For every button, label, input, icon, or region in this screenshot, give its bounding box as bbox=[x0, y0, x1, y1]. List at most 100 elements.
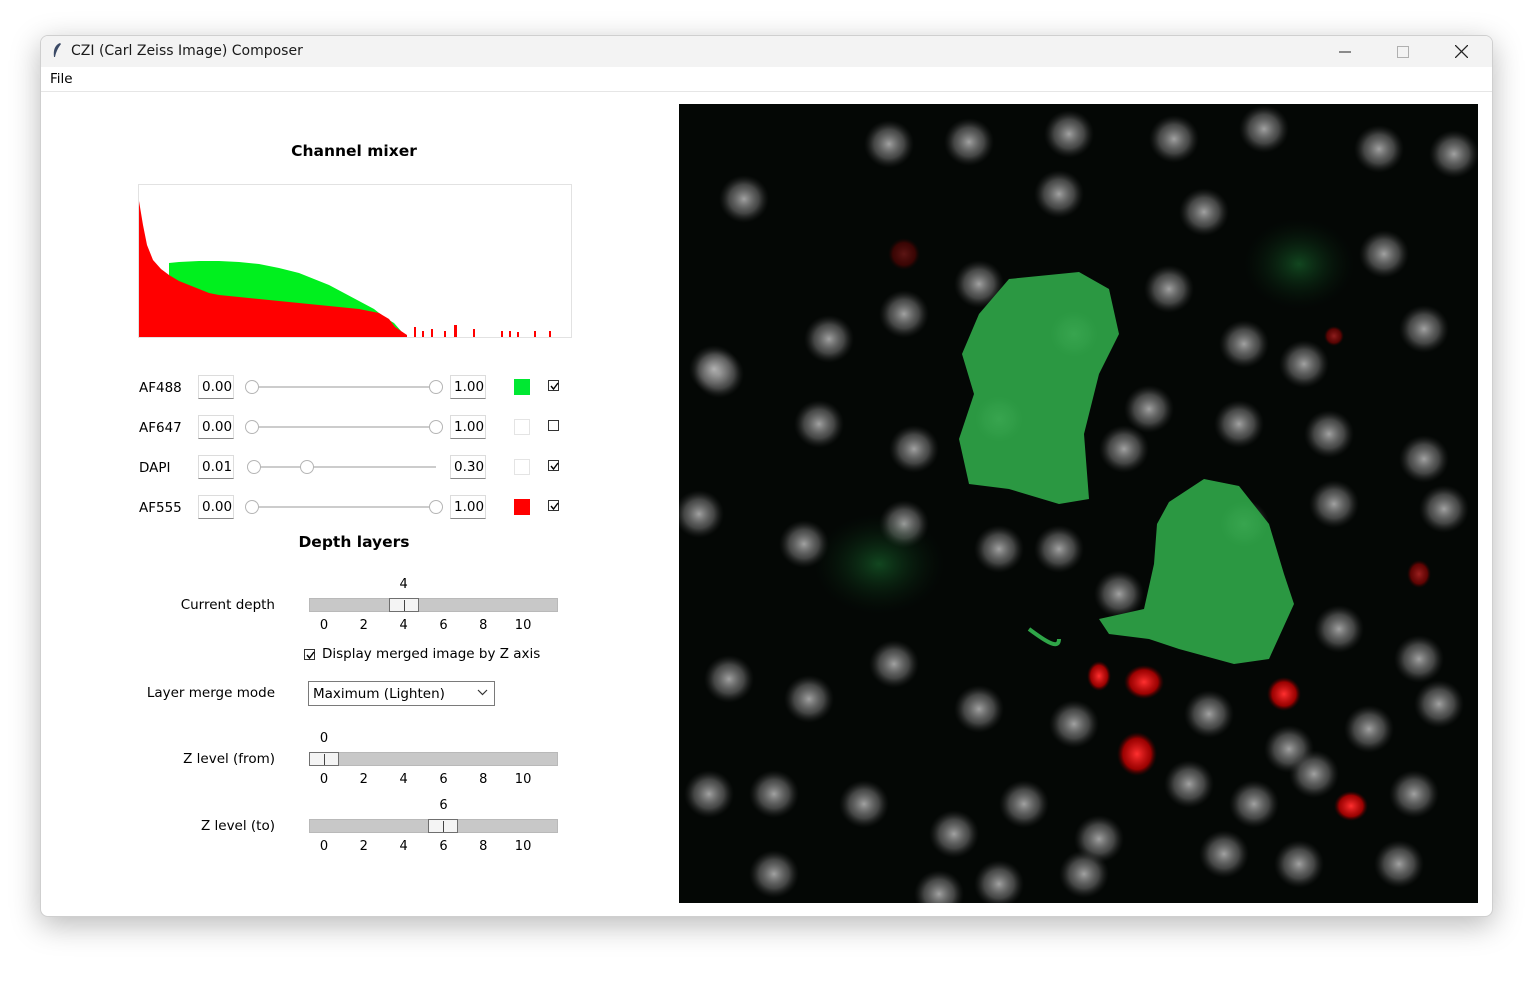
channel-visible-checkbox[interactable] bbox=[548, 420, 559, 431]
channel-max-knob[interactable] bbox=[429, 500, 443, 514]
channel-max-input[interactable]: 1.00 bbox=[450, 375, 486, 399]
channel-max-knob[interactable] bbox=[429, 380, 443, 394]
channel-min-input[interactable]: 0.00 bbox=[198, 415, 234, 439]
chevron-down-icon bbox=[477, 689, 488, 696]
channel-min-knob[interactable] bbox=[245, 380, 259, 394]
dapi-nucleus bbox=[839, 780, 889, 828]
merge-mode-value: Maximum (Lighten) bbox=[313, 686, 445, 702]
dapi-nucleus bbox=[1429, 130, 1478, 178]
maximize-button[interactable] bbox=[1374, 36, 1432, 67]
current-depth-scale[interactable] bbox=[309, 598, 558, 612]
scale-tick-label: 10 bbox=[514, 839, 532, 854]
channel-min-knob[interactable] bbox=[245, 420, 259, 434]
merge-mode-label: Layer merge mode bbox=[146, 685, 275, 701]
dapi-nucleus bbox=[749, 850, 799, 898]
channel-color-swatch[interactable] bbox=[514, 459, 530, 475]
window-title: CZI (Carl Zeiss Image) Composer bbox=[71, 43, 303, 59]
minimize-icon bbox=[1339, 51, 1351, 52]
channel-name: AF488 bbox=[139, 380, 182, 396]
dapi-nucleus bbox=[1289, 750, 1339, 798]
channel-min-input[interactable]: 0.00 bbox=[198, 495, 234, 519]
dapi-nucleus bbox=[889, 425, 939, 473]
dapi-nucleus bbox=[1399, 435, 1449, 483]
dapi-nucleus bbox=[794, 400, 844, 448]
channel-name: AF555 bbox=[139, 500, 182, 516]
channel-visible-checkbox[interactable] bbox=[548, 460, 559, 471]
current-depth-handle[interactable] bbox=[388, 598, 419, 612]
minimize-button[interactable] bbox=[1316, 36, 1374, 67]
checkmark-icon bbox=[550, 382, 559, 391]
scale-tick-label: 2 bbox=[359, 618, 368, 633]
dapi-nucleus bbox=[1099, 425, 1149, 473]
dapi-nucleus bbox=[1199, 830, 1249, 878]
channel-color-swatch[interactable] bbox=[514, 379, 530, 395]
maximize-icon bbox=[1397, 45, 1409, 58]
menu-file[interactable]: File bbox=[50, 71, 73, 87]
channel-min-input[interactable]: 0.01 bbox=[198, 455, 234, 479]
dapi-nucleus bbox=[1219, 320, 1269, 368]
channel-range-track[interactable] bbox=[252, 466, 436, 468]
z-from-scale[interactable] bbox=[309, 752, 558, 766]
channel-max-input[interactable]: 0.30 bbox=[450, 455, 486, 479]
channel-max-knob[interactable] bbox=[300, 460, 315, 474]
merged-image-checkbox[interactable] bbox=[304, 649, 315, 660]
scale-tick-label: 10 bbox=[514, 618, 532, 633]
channel-min-input[interactable]: 0.00 bbox=[198, 375, 234, 399]
channel-color-swatch[interactable] bbox=[514, 419, 530, 435]
channel-visible-checkbox[interactable] bbox=[548, 380, 559, 391]
channel-min-knob[interactable] bbox=[245, 500, 259, 514]
scale-tick-label: 2 bbox=[359, 839, 368, 854]
dapi-nucleus bbox=[999, 780, 1049, 828]
histogram bbox=[138, 184, 572, 338]
channel-range-track[interactable] bbox=[252, 506, 436, 508]
histogram-red-area bbox=[139, 201, 407, 337]
scale-tick-label: 0 bbox=[319, 839, 329, 854]
microscopy-render bbox=[679, 105, 1478, 903]
channel-range-track[interactable] bbox=[252, 386, 436, 388]
scale-tick-label: 8 bbox=[479, 618, 488, 633]
z-to-handle[interactable] bbox=[428, 819, 459, 833]
dapi-nucleus bbox=[1344, 705, 1394, 753]
dapi-nucleus bbox=[719, 175, 769, 223]
channel-max-knob[interactable] bbox=[429, 420, 443, 434]
green-process bbox=[1027, 627, 1061, 647]
title-bar[interactable]: CZI (Carl Zeiss Image) Composer bbox=[41, 36, 1492, 67]
channel-max-input[interactable]: 1.00 bbox=[450, 495, 486, 519]
dapi-nucleus bbox=[1419, 485, 1469, 533]
z-to-label: Z level (to) bbox=[200, 818, 275, 834]
dapi-nucleus bbox=[929, 810, 979, 858]
histogram-red-spikes bbox=[414, 325, 551, 337]
scale-tick-label: 8 bbox=[479, 772, 488, 787]
merge-mode-select[interactable]: Maximum (Lighten) bbox=[308, 681, 495, 706]
dapi-nucleus bbox=[879, 290, 929, 338]
close-icon bbox=[1454, 45, 1468, 58]
dapi-nucleus bbox=[914, 870, 964, 903]
checkmark-icon bbox=[550, 462, 559, 471]
scale-tick-label: 8 bbox=[479, 839, 488, 854]
current-depth-value: 4 bbox=[399, 577, 408, 592]
channel-max-input[interactable]: 1.00 bbox=[450, 415, 486, 439]
dapi-nucleus bbox=[1229, 780, 1279, 828]
scale-tick-label: 6 bbox=[439, 839, 448, 854]
dapi-nucleus bbox=[1314, 605, 1364, 653]
z-to-scale[interactable] bbox=[309, 819, 558, 833]
composite-image[interactable] bbox=[679, 104, 1478, 903]
dapi-nucleus bbox=[1394, 635, 1444, 683]
dapi-nucleus bbox=[1304, 410, 1354, 458]
menu-bar: File bbox=[41, 67, 1492, 92]
dapi-nucleus bbox=[974, 525, 1024, 573]
scale-tick-label: 0 bbox=[319, 618, 329, 633]
checkmark-icon bbox=[550, 502, 559, 511]
faint-green-cell bbox=[814, 514, 944, 614]
scale-tick-label: 2 bbox=[359, 772, 368, 787]
dapi-nuclei bbox=[679, 105, 1478, 903]
channel-range-track[interactable] bbox=[252, 426, 436, 428]
scale-tick-label: 4 bbox=[399, 772, 408, 787]
channel-color-swatch[interactable] bbox=[514, 499, 530, 515]
scale-tick-label: 10 bbox=[514, 772, 532, 787]
channel-visible-checkbox[interactable] bbox=[548, 500, 559, 511]
red-nuclei bbox=[888, 238, 1431, 821]
z-from-handle[interactable] bbox=[309, 752, 339, 766]
channel-min-knob[interactable] bbox=[246, 460, 261, 474]
close-button[interactable] bbox=[1432, 36, 1490, 67]
